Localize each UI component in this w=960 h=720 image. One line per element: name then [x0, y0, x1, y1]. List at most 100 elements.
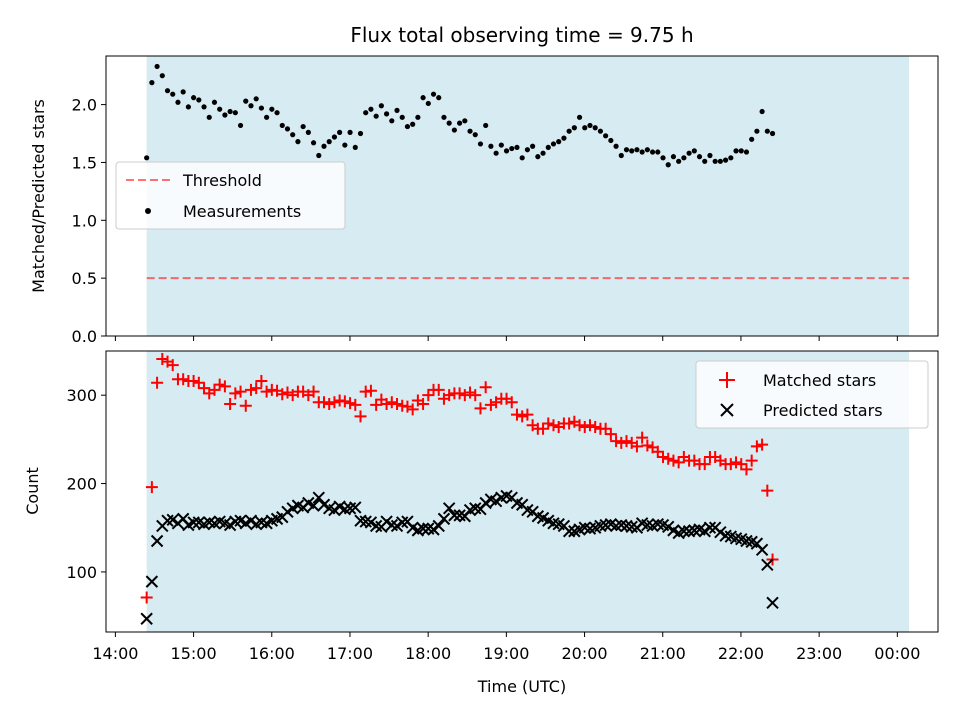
matched-star-point — [657, 451, 670, 464]
predicted-star-point — [317, 498, 331, 511]
x-tick-label: 15:00 — [171, 644, 217, 663]
matched-star-point — [620, 435, 633, 448]
predicted-star-point — [755, 543, 769, 557]
x-tick-label: 22:00 — [718, 644, 764, 663]
matched-star-point — [469, 389, 482, 402]
measurement-point — [404, 123, 411, 130]
measurement-point — [305, 129, 311, 135]
matched-star-point — [583, 419, 596, 432]
matched-star-point — [192, 376, 205, 389]
measurement-point — [279, 122, 285, 129]
measurement-point — [483, 122, 489, 129]
measurement-point — [676, 158, 682, 164]
predicted-star-point — [380, 515, 393, 528]
y-tick-label: 0.0 — [72, 327, 97, 346]
measurement-point — [749, 136, 755, 142]
predicted-star-point — [703, 521, 717, 534]
matched-star-point — [218, 380, 231, 393]
matched-star-point — [464, 386, 477, 399]
matched-star-point — [484, 398, 497, 411]
y-tick-label: 1.0 — [72, 211, 97, 230]
matched-star-point — [401, 400, 414, 413]
predicted-star-point — [281, 505, 294, 519]
measurement-point — [290, 132, 296, 138]
measurement-point — [722, 157, 729, 163]
measurement-point — [389, 118, 395, 124]
bottom-legend: Matched stars Predicted stars — [695, 360, 929, 429]
legend-matched-label: Matched stars — [763, 371, 876, 390]
measurement-point — [712, 158, 718, 164]
measurement-point — [681, 155, 687, 161]
predicted-star-point — [427, 523, 440, 536]
top-panel: 0.00.51.01.52.0 Matched/Predicted stars … — [29, 55, 939, 346]
measurement-point — [540, 150, 546, 156]
measurement-point — [363, 110, 369, 116]
measurement-point — [644, 147, 650, 153]
matched-star-point — [229, 387, 242, 400]
measurement-point — [743, 149, 750, 155]
measurement-point — [582, 125, 588, 131]
measurement-point — [629, 148, 635, 154]
bottom-panel: 100 200 300 14:00 15:00 16:00 17:00 18:00 19:00… — [23, 350, 939, 696]
predicted-star-point — [328, 503, 341, 517]
predicted-star-point — [364, 516, 378, 529]
predicted-star-point — [766, 596, 779, 610]
matched-star-point — [740, 463, 753, 476]
measurement-point — [248, 103, 254, 109]
y-tick-label: 300 — [66, 386, 97, 405]
matched-star-point — [276, 388, 289, 401]
x-tick-label: 14:00 — [92, 644, 138, 663]
x-tick-label: 18:00 — [405, 644, 451, 663]
measurement-point — [264, 114, 270, 120]
measurement-point — [436, 95, 442, 101]
measurement-point — [665, 162, 671, 168]
measurement-point — [164, 88, 171, 94]
measurement-point — [457, 120, 463, 126]
matched-star-point — [641, 439, 654, 452]
matched-star-point — [328, 396, 341, 409]
measurement-point — [253, 96, 259, 102]
measurement-point — [378, 103, 384, 109]
y-tick-label: 1.5 — [72, 153, 97, 172]
measurement-point — [144, 155, 150, 161]
measurement-point — [571, 125, 577, 131]
measurement-point — [587, 122, 593, 129]
matched-star-point — [474, 402, 487, 415]
measurement-point — [467, 128, 473, 134]
measurement-point — [222, 112, 228, 118]
measurement-point — [769, 130, 776, 137]
measurement-point — [576, 114, 583, 120]
measurement-point — [639, 149, 645, 155]
matched-star-point — [698, 458, 711, 471]
top-x-ticks — [114, 336, 898, 341]
matched-star-point — [610, 435, 623, 448]
y-tick-label: 100 — [66, 563, 97, 582]
legend-threshold-label: Threshold — [182, 171, 262, 190]
measurement-point — [561, 135, 567, 141]
predicted-star-point — [312, 491, 325, 504]
predicted-star-point — [145, 575, 159, 588]
measurement-point — [550, 141, 557, 147]
predicted-star-point — [489, 495, 503, 508]
matched-star-point — [166, 359, 179, 372]
measurement-point — [337, 129, 343, 135]
measurement-points — [144, 63, 776, 168]
matched-star-point — [323, 398, 336, 411]
matched-star-point — [756, 438, 769, 451]
measurement-point — [321, 143, 327, 149]
predicted-star-point — [448, 509, 461, 522]
x-tick-label: 21:00 — [640, 644, 686, 663]
measurement-point — [764, 128, 770, 134]
bottom-y-axis-label: Count — [23, 467, 42, 515]
matched-star-point — [224, 398, 237, 411]
top-legend-box — [115, 161, 346, 230]
measurement-point — [185, 104, 191, 110]
predicted-star-point — [150, 534, 164, 548]
measurement-point — [754, 128, 760, 134]
matched-star-point — [589, 420, 602, 433]
bottom-x-ticks: 14:00 15:00 16:00 17:00 18:00 19:00 20:00 21:00… — [92, 632, 920, 663]
matched-star-point — [604, 428, 617, 441]
measurement-point — [368, 106, 374, 112]
measurement-point — [227, 108, 233, 115]
measurement-point — [191, 95, 197, 101]
